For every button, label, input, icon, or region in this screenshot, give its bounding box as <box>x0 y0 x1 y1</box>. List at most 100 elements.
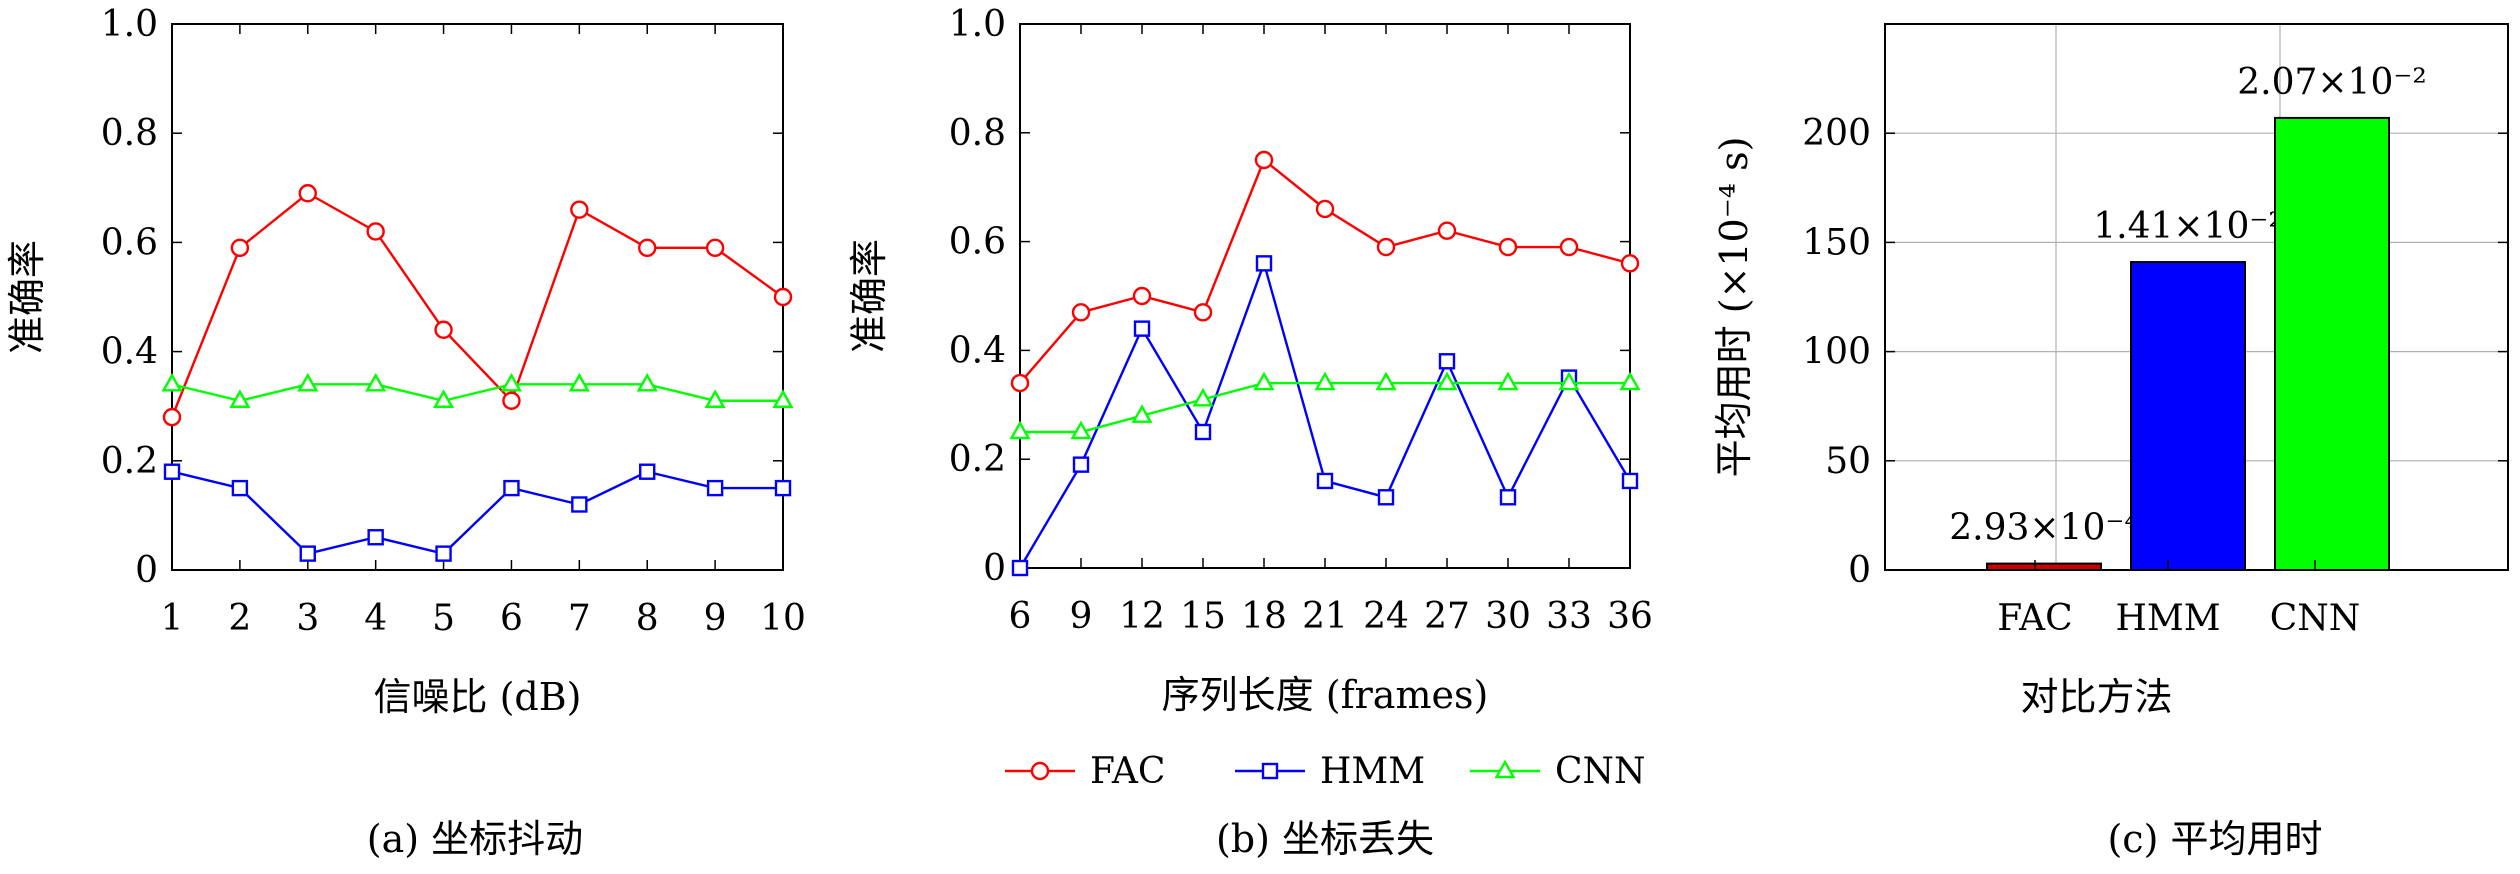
data-point-cnn <box>1192 387 1214 407</box>
x-tick-label: 9 <box>1070 596 1093 637</box>
caption-c: (c) 平均用时 <box>2107 817 2322 861</box>
legend-item-hmm: HMM <box>1235 751 1425 792</box>
legend-item-fac: FAC <box>1005 751 1165 792</box>
data-point-hmm <box>1316 472 1334 490</box>
data-point-hmm <box>1072 456 1090 473</box>
x-tick-label: 18 <box>1241 596 1287 637</box>
legend-label-cnn: CNN <box>1555 751 1646 792</box>
y-tick-label: 0.8 <box>949 113 1006 154</box>
data-point-cnn <box>1558 371 1580 391</box>
data-point-hmm <box>1499 489 1517 506</box>
caption-b: (b) 坐标丢失 <box>1216 817 1434 861</box>
data-point-fac <box>638 238 657 258</box>
y-tick-label: 0.2 <box>949 439 1006 480</box>
data-point-fac <box>1132 286 1152 306</box>
data-point-hmm <box>1011 559 1029 577</box>
data-point-fac <box>1254 150 1274 170</box>
x-tick-label: 33 <box>1546 596 1592 637</box>
series-line-fac <box>1019 158 1631 384</box>
data-point-cnn <box>161 372 183 392</box>
series-line-hmm <box>171 470 783 555</box>
x-tick-label: 27 <box>1424 596 1470 637</box>
data-point-fac <box>1620 254 1640 273</box>
y-tick-label: 50 <box>1825 441 1871 482</box>
data-point-cnn <box>568 372 590 392</box>
y-tick-label: 0 <box>983 548 1006 589</box>
x-tick-label: 9 <box>704 598 727 639</box>
legend-marker-fac <box>1030 761 1050 781</box>
series-hmm <box>163 463 792 562</box>
data-point-hmm <box>163 463 181 480</box>
data-point-fac <box>1071 303 1091 322</box>
y-tick-label: 0.2 <box>101 441 158 482</box>
data-point-hmm <box>1133 320 1151 337</box>
bar-hmm <box>2130 261 2246 571</box>
data-point-hmm <box>231 479 249 497</box>
legend-marker-cnn <box>1494 759 1516 779</box>
x-axis-label: 对比方法 <box>2020 675 2172 719</box>
data-point-fac <box>1498 237 1518 257</box>
legend: FAC HMM CNN <box>1005 751 1646 792</box>
caption-a: (a) 坐标抖动 <box>367 817 583 861</box>
x-tick-label: 7 <box>568 598 591 639</box>
y-tick-label: 0 <box>1848 550 1871 591</box>
data-point-fac <box>1010 373 1030 393</box>
data-point-cnn <box>432 389 455 408</box>
data-point-cnn <box>1375 371 1397 391</box>
y-tick-label: 0.4 <box>949 330 1006 371</box>
y-tick-label: 100 <box>1802 332 1871 373</box>
data-point-cnn <box>772 389 794 408</box>
data-point-fac <box>1559 237 1579 257</box>
data-point-fac <box>1315 199 1335 219</box>
series-fac <box>162 184 793 427</box>
x-axis-label: 信噪比 (dB) <box>374 675 582 719</box>
data-point-cnn <box>636 372 658 392</box>
y-axis-label: 准确率 <box>5 240 49 354</box>
y-axis-label: 准确率 <box>847 239 891 353</box>
data-point-hmm <box>639 463 656 480</box>
series-line-cnn <box>1020 381 1630 434</box>
chart-b-accuracy-vs-sequence-length: 0 0.2 0.4 0.6 0.8 1.0 6 9 12 15 18 21 24 27 30 33 36 序列长度… <box>847 4 1653 717</box>
data-point-fac <box>162 407 182 427</box>
y-tick-label: 0 <box>135 550 158 591</box>
series-cnn <box>1009 371 1641 440</box>
legend-label-fac: FAC <box>1090 751 1165 792</box>
data-point-hmm <box>1255 255 1273 272</box>
data-point-fac <box>570 200 589 219</box>
data-point-fac <box>1193 303 1213 322</box>
data-point-cnn <box>1131 404 1153 423</box>
data-label-fac: 2.93×10⁻⁴ <box>1949 508 2139 549</box>
y-tick-label: 0.8 <box>101 113 158 154</box>
series-line-hmm <box>1018 259 1632 569</box>
data-point-cnn <box>1436 371 1458 391</box>
data-point-cnn <box>1314 371 1336 391</box>
data-point-hmm <box>367 529 384 546</box>
data-point-cnn <box>704 389 726 408</box>
data-point-fac <box>1376 237 1396 257</box>
data-label-cnn: 2.07×10⁻² <box>2237 62 2427 103</box>
x-tick-label: 5 <box>432 598 455 639</box>
series-line-cnn <box>171 383 783 402</box>
data-point-hmm <box>706 479 724 497</box>
legend-marker-hmm <box>1261 762 1279 780</box>
data-point-hmm <box>571 496 588 513</box>
plot-frame <box>171 23 784 571</box>
y-tick-label: 0.6 <box>949 222 1006 263</box>
data-label-hmm: 1.41×10⁻² <box>2093 206 2283 247</box>
x-tick-label: 15 <box>1180 596 1226 637</box>
x-tick-label: 2 <box>228 598 251 639</box>
chart-a-accuracy-vs-snr: 0 0.2 0.4 0.6 0.8 1.0 1 2 3 4 5 6 7 8 9 10 信噪比 (dB) 准确率 <box>5 4 806 719</box>
x-tick-label-hmm: HMM <box>2115 598 2220 639</box>
data-point-cnn <box>365 372 387 392</box>
x-tick-label: 36 <box>1607 596 1653 637</box>
data-point-fac <box>773 287 793 307</box>
data-point-cnn <box>297 372 319 392</box>
data-point-fac <box>298 184 317 203</box>
data-point-hmm <box>503 479 520 497</box>
x-tick-label: 30 <box>1485 596 1531 637</box>
data-point-hmm <box>774 479 792 497</box>
series-fac <box>1010 150 1640 393</box>
data-point-cnn <box>500 372 523 392</box>
x-tick-label: 8 <box>636 598 659 639</box>
